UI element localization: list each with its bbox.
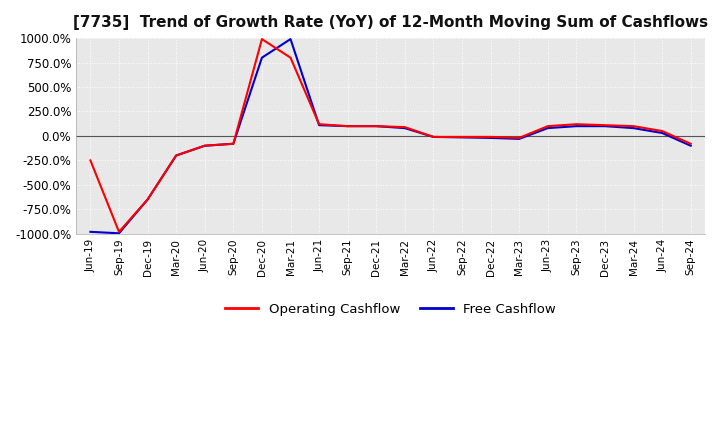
Line: Free Cashflow: Free Cashflow bbox=[91, 39, 690, 233]
Free Cashflow bbox=[172, 153, 181, 158]
Title: [7735]  Trend of Growth Rate (YoY) of 12-Month Moving Sum of Cashflows: [7735] Trend of Growth Rate (YoY) of 12-… bbox=[73, 15, 708, 30]
Free Cashflow bbox=[315, 123, 323, 128]
Free Cashflow bbox=[544, 125, 552, 131]
Legend: Operating Cashflow, Free Cashflow: Operating Cashflow, Free Cashflow bbox=[220, 297, 562, 321]
Free Cashflow bbox=[86, 229, 95, 235]
Operating Cashflow bbox=[86, 158, 95, 163]
Operating Cashflow bbox=[114, 229, 123, 235]
Free Cashflow bbox=[458, 135, 467, 140]
Free Cashflow bbox=[200, 143, 209, 148]
Operating Cashflow bbox=[544, 124, 552, 129]
Free Cashflow bbox=[143, 197, 152, 202]
Free Cashflow bbox=[372, 124, 381, 129]
Operating Cashflow bbox=[572, 121, 581, 127]
Operating Cashflow bbox=[486, 134, 495, 139]
Operating Cashflow bbox=[515, 135, 523, 140]
Free Cashflow bbox=[229, 141, 238, 147]
Free Cashflow bbox=[515, 136, 523, 142]
Free Cashflow bbox=[429, 134, 438, 139]
Operating Cashflow bbox=[686, 141, 695, 147]
Operating Cashflow bbox=[229, 141, 238, 147]
Free Cashflow bbox=[286, 37, 294, 42]
Operating Cashflow bbox=[200, 143, 209, 148]
Operating Cashflow bbox=[458, 134, 467, 139]
Line: Operating Cashflow: Operating Cashflow bbox=[91, 39, 690, 232]
Operating Cashflow bbox=[258, 37, 266, 42]
Operating Cashflow bbox=[600, 123, 609, 128]
Operating Cashflow bbox=[629, 124, 638, 129]
Operating Cashflow bbox=[400, 125, 409, 130]
Operating Cashflow bbox=[658, 128, 667, 134]
Free Cashflow bbox=[629, 125, 638, 131]
Operating Cashflow bbox=[315, 121, 323, 127]
Free Cashflow bbox=[600, 124, 609, 129]
Free Cashflow bbox=[114, 231, 123, 236]
Operating Cashflow bbox=[343, 124, 352, 129]
Free Cashflow bbox=[658, 130, 667, 136]
Operating Cashflow bbox=[286, 55, 294, 60]
Free Cashflow bbox=[258, 55, 266, 60]
Operating Cashflow bbox=[372, 124, 381, 129]
Free Cashflow bbox=[400, 125, 409, 131]
Operating Cashflow bbox=[143, 197, 152, 202]
Free Cashflow bbox=[572, 124, 581, 129]
Operating Cashflow bbox=[429, 134, 438, 139]
Operating Cashflow bbox=[172, 153, 181, 158]
Free Cashflow bbox=[486, 135, 495, 140]
Free Cashflow bbox=[686, 143, 695, 148]
Free Cashflow bbox=[343, 124, 352, 129]
